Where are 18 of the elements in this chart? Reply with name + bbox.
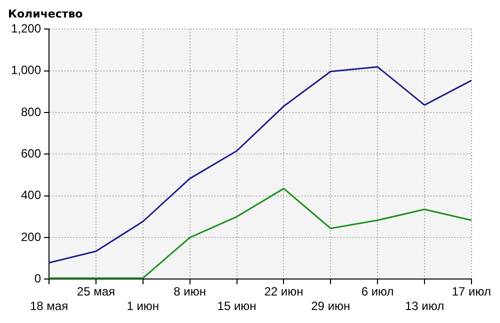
y-tick-label: 1,000 (11, 63, 42, 78)
chart-title: Количество (8, 7, 84, 20)
x-tick-label: 18 мая (30, 299, 68, 314)
x-tick-label: 29 июн (311, 299, 350, 314)
x-tick-label: 13 июл (404, 299, 444, 314)
y-tick-label: 1,200 (11, 22, 42, 36)
x-tick-label: 8 июн (174, 284, 206, 299)
y-tick-label: 800 (21, 104, 42, 119)
x-tick-label: 6 июл (361, 284, 394, 299)
x-tick-label: 22 июн (264, 284, 304, 299)
y-tick-label: 200 (21, 230, 42, 244)
x-tick-label: 25 мая (76, 284, 116, 299)
y-tick-label: 600 (21, 146, 42, 161)
y-tick-label: 400 (21, 188, 42, 202)
y-tick-label: 0 (34, 272, 42, 286)
x-tick-label: 17 июл (452, 284, 491, 299)
x-tick-label: 15 июн (217, 299, 256, 314)
x-tick-label: 1 июн (126, 299, 160, 314)
